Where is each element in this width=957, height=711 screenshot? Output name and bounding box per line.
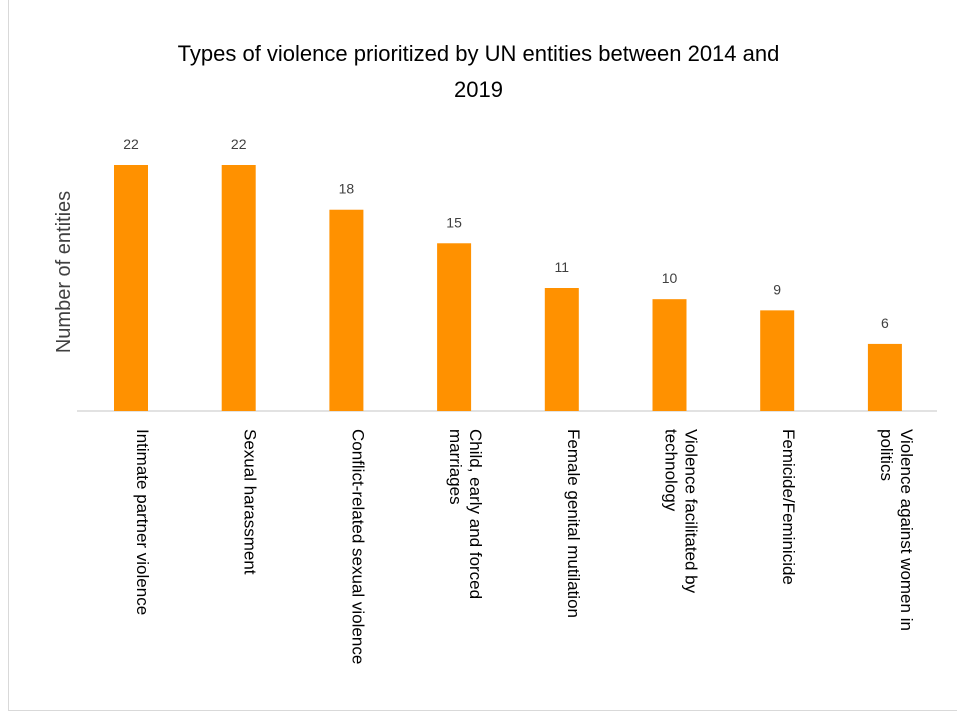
data-label-6: 9 xyxy=(773,281,781,297)
bar-1 xyxy=(221,165,256,411)
x-tick-label-1-line-0: Sexual harassment xyxy=(241,429,260,575)
data-label-0: 22 xyxy=(123,136,139,152)
x-tick-label-0-line-0: Intimate partner violence xyxy=(133,429,152,615)
bar-2 xyxy=(329,209,364,411)
x-tick-label-1: Sexual harassment xyxy=(241,429,260,575)
x-tick-label-0: Intimate partner violence xyxy=(133,429,152,615)
bar-7 xyxy=(867,343,902,411)
x-tick-label-6: Femicide/Feminicide xyxy=(779,429,798,585)
data-label-2: 18 xyxy=(339,181,355,197)
x-tick-label-5-line-0: Violence facilitated by xyxy=(682,429,701,594)
bars-group xyxy=(114,165,902,411)
bar-0 xyxy=(114,165,148,411)
x-tick-label-3-line-0: Child, early and forced xyxy=(466,429,485,599)
bar-4 xyxy=(544,288,579,411)
x-tick-label-5-line-1: technology xyxy=(662,429,681,512)
x-tick-label-6-line-0: Femicide/Feminicide xyxy=(779,429,798,585)
x-tick-labels-group: Intimate partner violence Sexual harassme… xyxy=(133,429,916,664)
data-labels-group: 22 22 18 15 11 10 9 6 xyxy=(123,136,889,331)
x-tick-label-7-line-0: Violence against women in xyxy=(897,429,916,631)
data-label-5: 10 xyxy=(662,270,678,286)
data-label-3: 15 xyxy=(446,214,462,230)
y-axis-label: Number of entities xyxy=(53,191,75,353)
x-tick-label-3-line-1: marriages xyxy=(446,429,465,505)
x-tick-label-2-line-0: Conflict-related sexual violence xyxy=(348,429,367,664)
x-tick-label-2: Conflict-related sexual violence xyxy=(348,429,367,664)
data-label-1: 22 xyxy=(231,136,247,152)
chart-title-line-1: Types of violence prioritized by UN enti… xyxy=(177,41,780,66)
x-tick-label-7-line-1: politics xyxy=(877,429,896,481)
chart-title-line-2: 2019 xyxy=(454,77,503,102)
bar-6 xyxy=(760,310,795,411)
x-tick-label-4-line-0: Female genital mutilation xyxy=(564,429,583,618)
data-label-4: 11 xyxy=(555,259,570,275)
x-tick-label-4: Female genital mutilation xyxy=(564,429,583,618)
bar-3 xyxy=(437,243,472,411)
chart-title: Types of violence prioritized by UN enti… xyxy=(0,36,957,108)
data-label-7: 6 xyxy=(881,315,889,331)
bar-5 xyxy=(652,299,687,411)
